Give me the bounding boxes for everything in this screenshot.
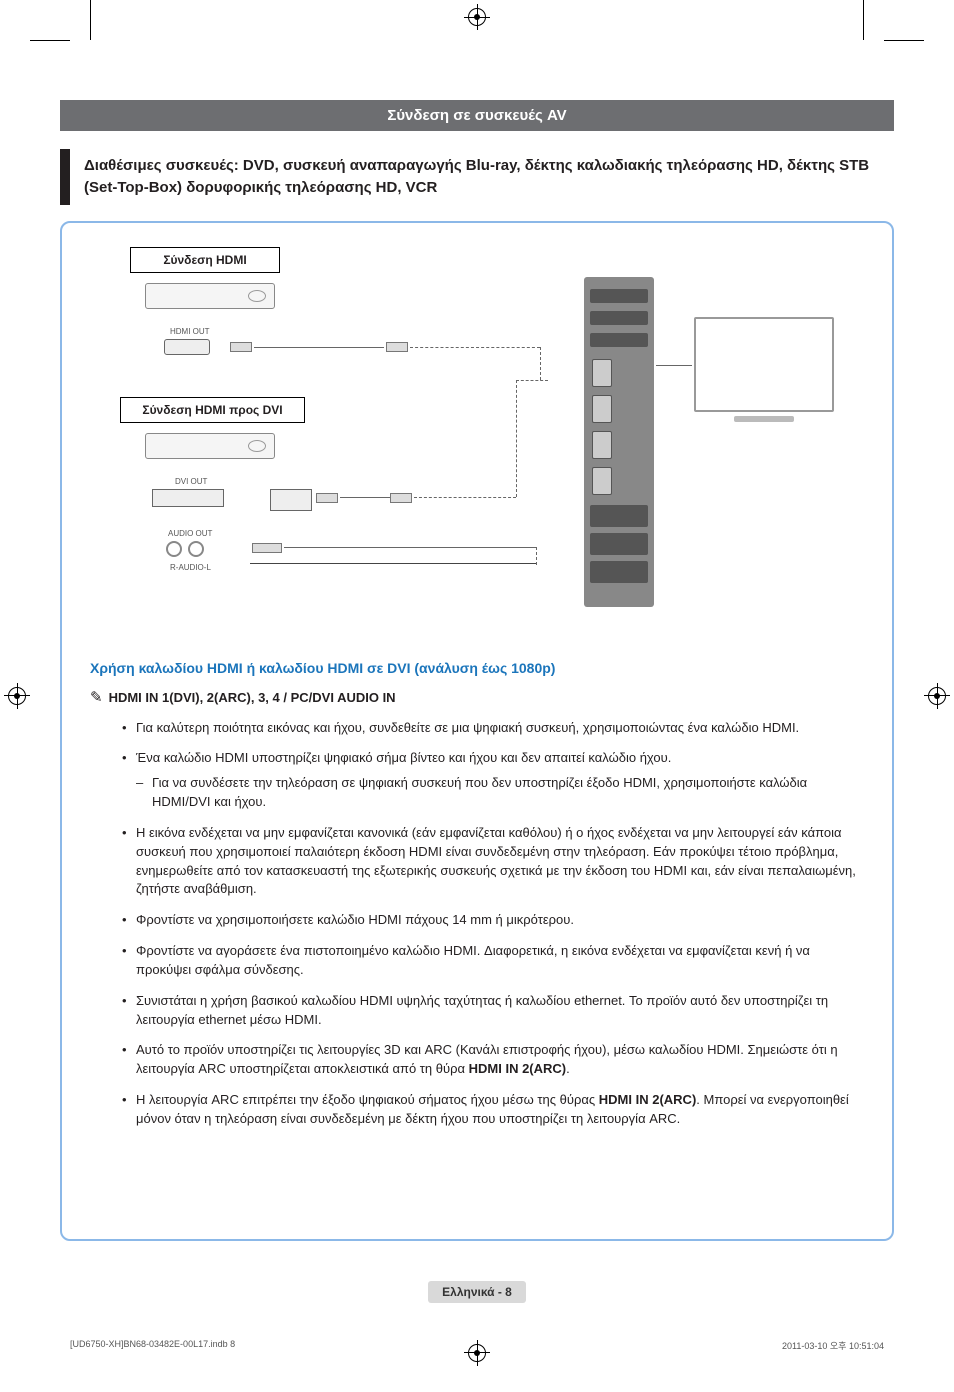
subtitle-text: Διαθέσιμες συσκευές: DVD, συσκευή αναπαρ…: [84, 155, 894, 199]
crop-mark: [90, 0, 91, 40]
tv-device: [694, 317, 834, 412]
dvi-out-label: DVI OUT: [175, 477, 207, 486]
bullet-item: Για καλύτερη ποιότητα εικόνας και ήχου, …: [122, 719, 864, 738]
audio-out-label: AUDIO OUT: [168, 529, 212, 538]
dvi-plug-right: [390, 493, 412, 503]
hdmi-in-1-port: [592, 359, 612, 387]
antenna-port: [590, 289, 648, 303]
crop-mark: [30, 40, 70, 41]
bullet-list: Για καλύτερη ποιότητα εικόνας και ήχου, …: [90, 719, 864, 1129]
sub-bullet-item: Για να συνδέσετε την τηλεόραση σε ψηφιακ…: [136, 774, 864, 812]
note-text: HDMI IN 1(DVI), 2(ARC), 3, 4 / PC/DVI AU…: [109, 690, 396, 705]
hdmi-plug-right: [386, 342, 408, 352]
registration-mark-bottom: [468, 1344, 486, 1362]
bullet-item: Φροντίστε να αγοράσετε ένα πιστοποιημένο…: [122, 942, 864, 980]
bullet-item: Ένα καλώδιο HDMI υποστηρίζει ψηφιακό σήμ…: [122, 749, 864, 812]
note-line: ✎ HDMI IN 1(DVI), 2(ARC), 3, 4 / PC/DVI …: [90, 690, 864, 705]
hdmi-connection-label: Σύνδεση HDMI: [130, 247, 280, 273]
hdmi-in-2-port: [592, 395, 612, 423]
bullet-item: Η λειτουργία ARC επιτρέπει την έξοδο ψηφ…: [122, 1091, 864, 1129]
hdmi-dvi-connection-label: Σύνδεση HDMI προς DVI: [120, 397, 305, 423]
sub-bullet-text: Για να συνδέσετε την τηλεόραση σε ψηφιακ…: [152, 775, 807, 809]
bullet-text: Συνιστάται η χρήση βασικού καλωδίου HDMI…: [136, 993, 828, 1027]
hdmi-ref: HDMI IN 2(ARC): [599, 1092, 697, 1107]
crop-mark: [884, 40, 924, 41]
hdmi-out-port: [164, 339, 210, 355]
hdmi-in-3-port: [592, 431, 612, 459]
dvi-cable-dash: [414, 497, 516, 498]
hdmi-connection-label-text: Σύνδεση HDMI: [163, 253, 246, 267]
subtitle-block: Διαθέσιμες συσκευές: DVD, συσκευή αναπαρ…: [60, 149, 894, 205]
bullet-text: Φροντίστε να αγοράσετε ένα πιστοποιημένο…: [136, 943, 810, 977]
bullet-item: Η εικόνα ενδέχεται να μην εμφανίζεται κα…: [122, 824, 864, 899]
hdmi-cable-dash-v: [540, 347, 541, 380]
bullet-text: Φροντίστε να χρησιμοποιήσετε καλώδιο HDM…: [136, 912, 574, 927]
bullet-text: Για καλύτερη ποιότητα εικόνας και ήχου, …: [136, 720, 799, 735]
lan-port: [590, 311, 648, 325]
hdmi-in-4-port: [592, 467, 612, 495]
dvi-cable-dash-v: [516, 380, 517, 497]
imprint-file: [UD6750-XH]BN68-03482E-00L17.indb 8: [70, 1339, 235, 1352]
hdmi-cable: [254, 347, 384, 348]
crop-mark: [863, 0, 864, 40]
dvi-hdmi-cable: [340, 497, 390, 498]
bullet-text-tail: .: [566, 1061, 570, 1076]
hdmi-plug-left: [230, 342, 252, 352]
section-title: Σύνδεση σε συσκευές AV: [387, 107, 566, 124]
note-icon: ✎: [90, 690, 103, 705]
panel-to-tv-cable: [656, 365, 692, 366]
component-row: [590, 533, 648, 555]
hdmi-cable-dash: [410, 347, 540, 348]
registration-mark-right: [928, 687, 946, 705]
bullet-text: Η λειτουργία ARC επιτρέπει την έξοδο ψηφ…: [136, 1092, 599, 1107]
dvi-plug-left: [316, 493, 338, 503]
connection-diagram: Σύνδεση HDMI HDMI OUT Σύνδεση HDMI προς …: [90, 247, 864, 642]
bullet-item: Φροντίστε να χρησιμοποιήσετε καλώδιο HDM…: [122, 911, 864, 930]
dvi-cable-dash-h2: [516, 380, 548, 381]
bullet-item: Συνιστάται η χρήση βασικού καλωδίου HDMI…: [122, 992, 864, 1030]
audio-cable-v: [536, 547, 537, 565]
audio-cable: [284, 547, 536, 548]
audio-out-jacks: [166, 541, 204, 557]
dvi-out-port: [152, 489, 224, 507]
section-title-bar: Σύνδεση σε συσκευές AV: [60, 100, 894, 131]
dvi-source-device: [145, 433, 275, 459]
audio-in-row: [590, 561, 648, 583]
r-audio-l-label: R-AUDIO-L: [170, 563, 211, 572]
bullet-text: Ένα καλώδιο HDMI υποστηρίζει ψηφιακό σήμ…: [136, 750, 671, 765]
tv-rear-panel: [584, 277, 654, 607]
hdmi-ref: HDMI IN 2(ARC): [469, 1061, 567, 1076]
imprint-timestamp: 2011-03-10 오후 10:51:04: [782, 1339, 884, 1352]
hdmi-out-label: HDMI OUT: [170, 327, 210, 336]
registration-mark-top: [468, 8, 486, 26]
av-in-row: [590, 505, 648, 527]
page-number-badge: Ελληνικά - 8: [428, 1281, 526, 1303]
content-frame: Σύνδεση HDMI HDMI OUT Σύνδεση HDMI προς …: [60, 221, 894, 1241]
dvi-connector: [270, 489, 312, 511]
page-footer: Ελληνικά - 8: [60, 1281, 894, 1303]
bullet-item: Αυτό το προϊόν υποστηρίζει τις λειτουργί…: [122, 1041, 864, 1079]
registration-mark-left: [8, 687, 26, 705]
hdmi-source-device: [145, 283, 275, 309]
audio-plug-left: [252, 543, 282, 553]
audio-cable-2: [250, 563, 536, 564]
usage-title: Χρήση καλωδίου HDMI ή καλωδίου HDMI σε D…: [90, 660, 864, 676]
hdmi-dvi-connection-label-text: Σύνδεση HDMI προς DVI: [142, 403, 282, 417]
usb-port: [590, 333, 648, 347]
bullet-text: Η εικόνα ενδέχεται να μην εμφανίζεται κα…: [136, 825, 856, 897]
